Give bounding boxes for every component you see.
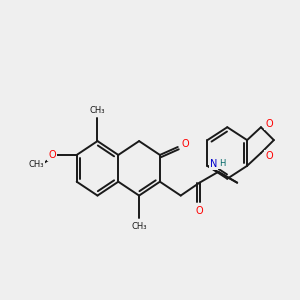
Text: N: N xyxy=(210,159,217,169)
Text: CH₃: CH₃ xyxy=(28,160,44,169)
Text: O: O xyxy=(48,150,56,160)
Text: H: H xyxy=(219,159,226,168)
Text: O: O xyxy=(265,119,273,129)
Text: O: O xyxy=(196,206,203,216)
Text: CH₃: CH₃ xyxy=(90,106,105,115)
Text: O: O xyxy=(265,151,273,161)
Text: O: O xyxy=(182,139,190,149)
Text: CH₃: CH₃ xyxy=(131,222,147,231)
